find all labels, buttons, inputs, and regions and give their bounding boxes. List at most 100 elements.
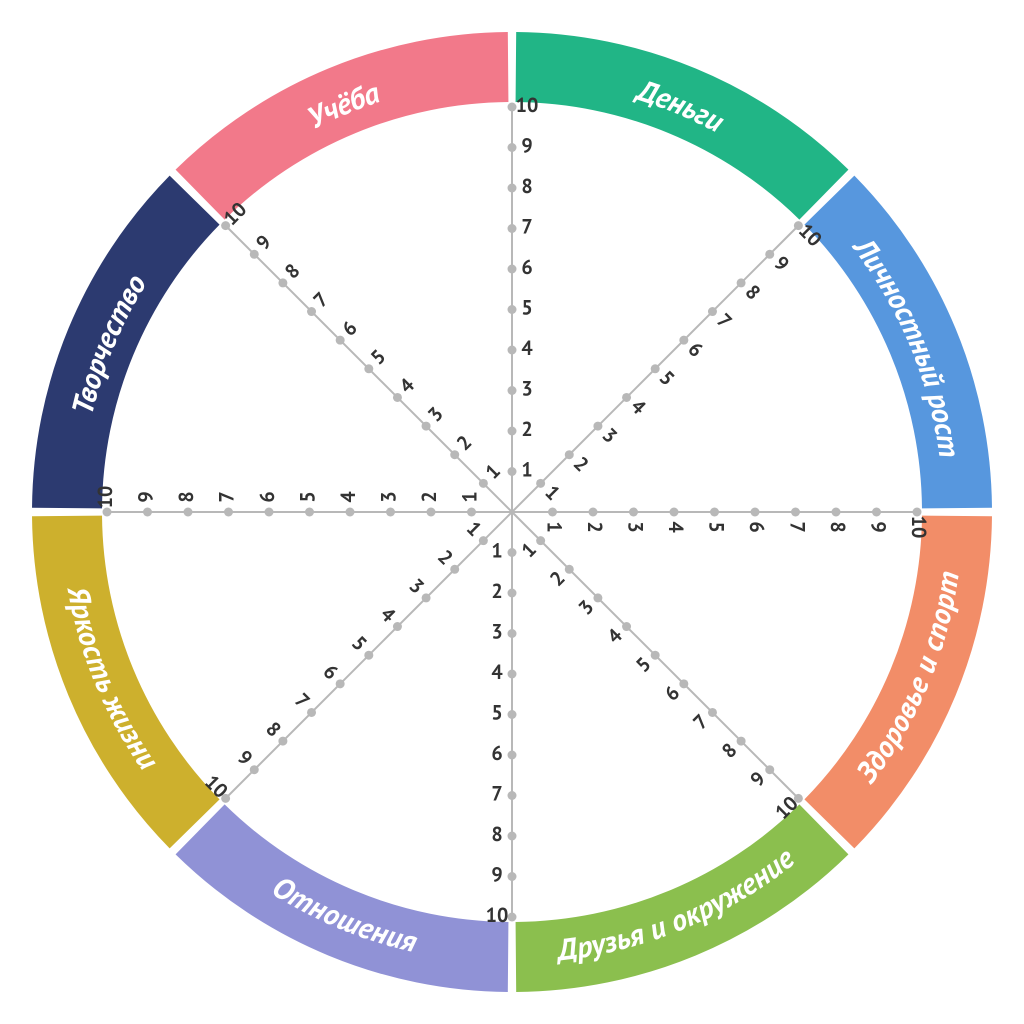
wheel-axes: 1234567891012345678910123456789101234567… (92, 92, 932, 928)
axis-tick-dot (479, 536, 488, 545)
axis-tick-label: 1 (521, 457, 532, 483)
axis-tick-label: 3 (623, 521, 649, 532)
axis-tick-dot (536, 479, 545, 488)
axis-tick-dot (336, 679, 345, 688)
axis-tick-label: 8 (173, 491, 199, 502)
axis-tick-label: 7 (785, 521, 811, 532)
axis-tick-label: 2 (582, 521, 608, 532)
axis-tick-label: 4 (521, 335, 533, 361)
axis-tick-dot (508, 427, 517, 436)
axis-tick-label: 7 (521, 214, 532, 240)
axis-tick-label: 5 (521, 295, 532, 321)
axis-tick-dot (393, 622, 402, 631)
axis-tick-dot (508, 305, 517, 314)
axis-tick-dot (679, 679, 688, 688)
axis-tick-label: 5 (491, 700, 502, 726)
axis-tick-dot (450, 565, 459, 574)
axis-tick-dot (307, 708, 316, 717)
axis-tick-dot (765, 250, 774, 259)
axis-tick-dot (508, 467, 517, 476)
axis-tick-label: 9 (866, 521, 892, 532)
axis-tick-dot (278, 737, 287, 746)
axis-tick-dot (710, 508, 719, 517)
axis-tick-label: 8 (521, 173, 532, 199)
axis-tick-dot (479, 479, 488, 488)
axis-tick-dot (593, 593, 602, 602)
axis-tick-dot (364, 364, 373, 373)
axis-tick-dot (508, 670, 517, 679)
axis-tick-dot (393, 393, 402, 402)
axis-tick-label: 1 (542, 521, 568, 532)
axis-tick-dot (508, 265, 517, 274)
axis-tick-label: 3 (491, 619, 502, 645)
axis-tick-dot (508, 224, 517, 233)
axis-tick-dot (670, 508, 679, 517)
axis-tick-dot (427, 508, 436, 517)
axis-tick-dot (751, 508, 760, 517)
axis-tick-label: 8 (491, 821, 502, 847)
axis-tick-dot (622, 393, 631, 402)
axis-tick-dot (737, 737, 746, 746)
axis-tick-dot (278, 278, 287, 287)
axis-tick-dot (508, 184, 517, 193)
axis-tick-dot (508, 791, 517, 800)
axis-tick-dot (346, 508, 355, 517)
axis-tick-dot (629, 508, 638, 517)
axis-tick-label: 6 (254, 491, 280, 502)
axis-tick-label: 9 (521, 133, 532, 159)
axis-tick-label: 4 (663, 521, 689, 533)
axis-tick-label: 10 (906, 516, 932, 539)
axis-tick-label: 4 (491, 659, 503, 685)
axis-tick-dot (508, 589, 517, 598)
wheel-segment (804, 176, 992, 509)
axis-tick-label: 10 (92, 486, 118, 509)
axis-tick-dot (184, 508, 193, 517)
axis-tick-label: 6 (491, 740, 502, 766)
axis-tick-dot (265, 508, 274, 517)
axis-tick-dot (548, 508, 557, 517)
axis-tick-dot (508, 346, 517, 355)
axis-tick-label: 7 (491, 781, 502, 807)
axis-tick-dot (422, 593, 431, 602)
axis-tick-label: 6 (521, 254, 532, 280)
axis-tick-dot (508, 913, 517, 922)
axis-tick-label: 2 (416, 491, 442, 502)
axis-tick-label: 1 (457, 491, 483, 502)
wheel-segment (516, 32, 849, 220)
axis-tick-dot (536, 536, 545, 545)
axis-tick-label: 6 (744, 521, 770, 532)
axis-tick-dot (589, 508, 598, 517)
axis-tick-dot (508, 832, 517, 841)
axis-tick-dot (708, 307, 717, 316)
axis-tick-label: 3 (521, 376, 532, 402)
axis-tick-dot (565, 450, 574, 459)
axis-tick-dot (737, 278, 746, 287)
axis-tick-dot (450, 450, 459, 459)
axis-tick-dot (224, 508, 233, 517)
axis-tick-label: 9 (491, 862, 502, 888)
axis-tick-label: 2 (521, 416, 532, 442)
axis-tick-dot (250, 250, 259, 259)
axis-tick-dot (143, 508, 152, 517)
axis-tick-label: 4 (335, 491, 361, 503)
wheel-segment (32, 176, 220, 509)
axis-tick-dot (565, 565, 574, 574)
axis-tick-dot (508, 548, 517, 557)
axis-tick-label: 1 (491, 538, 502, 564)
axis-tick-dot (765, 765, 774, 774)
axis-tick-dot (651, 651, 660, 660)
axis-tick-dot (307, 307, 316, 316)
axis-tick-dot (872, 508, 881, 517)
axis-tick-label: 2 (491, 578, 502, 604)
axis-tick-label: 10 (486, 902, 509, 928)
axis-tick-dot (508, 386, 517, 395)
axis-tick-label: 8 (825, 521, 851, 532)
axis-tick-dot (708, 708, 717, 717)
axis-tick-dot (508, 710, 517, 719)
axis-tick-label: 9 (133, 491, 159, 502)
axis-tick-dot (651, 364, 660, 373)
axis-tick-label: 7 (214, 491, 240, 502)
axis-tick-dot (508, 751, 517, 760)
axis-tick-dot (622, 622, 631, 631)
life-balance-wheel: 1234567891012345678910123456789101234567… (0, 0, 1024, 1024)
